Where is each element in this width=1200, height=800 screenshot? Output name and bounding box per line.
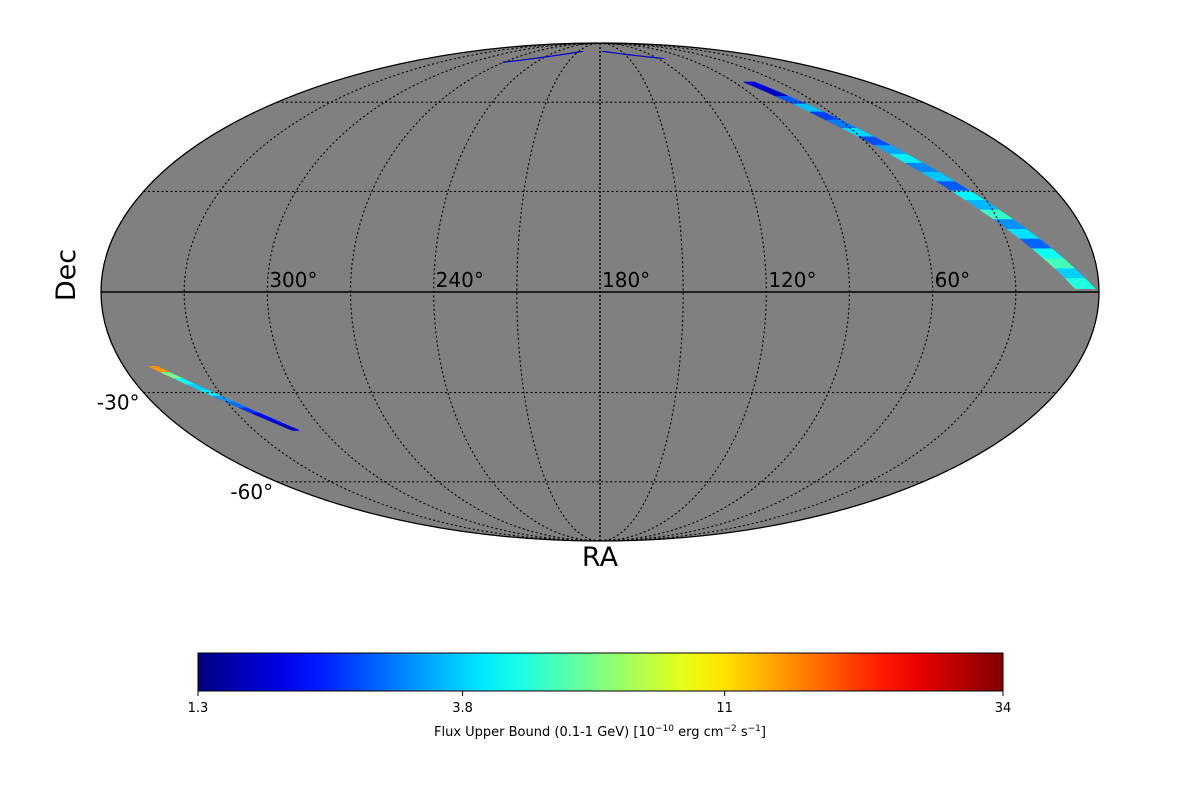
meridian-line: [599, 43, 851, 541]
dec-tick-label: -60°: [230, 480, 273, 504]
ra-tick-label: 120°: [768, 268, 816, 292]
colorbar-tick-label: 34: [995, 701, 1012, 716]
colorbar: [197, 652, 1004, 692]
mollweide-outline: [100, 42, 1100, 542]
colorbar-ticks: 1.3 3.8 11 34: [188, 691, 1012, 716]
colorbar-tick-label: 3.8: [452, 701, 473, 716]
flux-pixel: [1064, 278, 1096, 289]
grid-tick-labels: 300° 240° 180° 120° 60° -30° -60°: [97, 268, 970, 504]
colorbar-tick-label: 11: [716, 701, 733, 716]
colorbar-label: Flux Upper Bound (0.1-1 GeV) [10−10 erg …: [434, 724, 766, 740]
ra-tick-label: 60°: [935, 268, 970, 292]
ra-tick-label: 300°: [269, 268, 317, 292]
ra-tick-label: 180°: [602, 268, 650, 292]
colorbar-tick-label: 1.3: [188, 701, 209, 716]
region-northern-arc: [743, 81, 1096, 289]
flux-pixel: [278, 424, 300, 431]
flux-regions: [148, 51, 1096, 431]
ra-tick-label: 240°: [436, 268, 484, 292]
x-axis-title: RA: [582, 542, 619, 573]
y-axis-title: Dec: [51, 249, 82, 301]
meridian-line: [349, 43, 601, 541]
region-southern-strip: [148, 365, 300, 431]
flux-pixel: [568, 51, 584, 54]
dec-tick-label: -30°: [97, 391, 140, 415]
